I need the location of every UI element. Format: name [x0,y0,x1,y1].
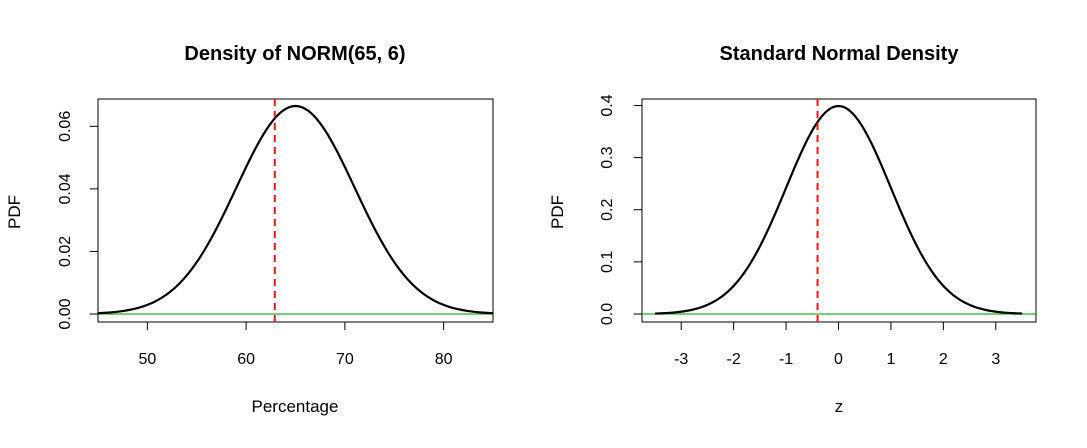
right-plot-box [641,98,1037,323]
left-x-tick-label: 70 [336,351,354,368]
left-plot-box [97,98,494,323]
left-x-axis-label: Percentage [252,397,339,416]
left-y-tick-label: 0.06 [57,111,74,142]
right-x-tick-label: 2 [939,351,948,368]
left-plot-marks: 50 60 70 80 0.00 0.02 0.04 0.06 [57,99,494,368]
right-x-tick-label: 3 [991,351,1000,368]
right-x-tick-label: -1 [779,351,793,368]
left-chart-title: Density of NORM(65, 6) [184,43,405,65]
right-x-tick-label: -3 [674,351,688,368]
left-y-tick-label: 0.00 [57,298,74,329]
left-y-tick-label: 0.02 [57,236,74,267]
left-x-tick-label: 80 [435,351,453,368]
right-y-tick-label: 0.1 [599,251,616,273]
right-x-tick-label: -2 [727,351,741,368]
left-density-curve [97,104,494,315]
right-y-tick-label: 0.4 [599,94,616,116]
right-y-axis-label: PDF [548,195,567,229]
left-x-tick-label: 50 [138,351,156,368]
right-chart-title: Standard Normal Density [720,43,960,65]
right-y-tick-label: 0.2 [599,199,616,221]
right-x-tick-label: 1 [886,351,895,368]
right-density-curve [654,104,1023,315]
left-chart-panel: Density of NORM(65, 6) 50 60 70 80 0.00 0.02 0… [5,43,494,416]
right-y-tick-label: 0.3 [599,146,616,168]
left-y-axis-label: PDF [5,195,24,229]
right-x-axis-label: z [835,397,844,416]
left-y-tick-label: 0.04 [57,173,74,204]
right-y-tick-label: 0.0 [599,303,616,325]
right-chart-panel: Standard Normal Density -3 -2 -1 0 1 2 3 0.0 0.1… [548,43,1037,416]
left-x-tick-label: 60 [237,351,255,368]
right-x-tick-label: 0 [834,351,843,368]
right-plot-marks: -3 -2 -1 0 1 2 3 0.0 0.1 0.2 0.3 0.4 [599,94,1036,368]
